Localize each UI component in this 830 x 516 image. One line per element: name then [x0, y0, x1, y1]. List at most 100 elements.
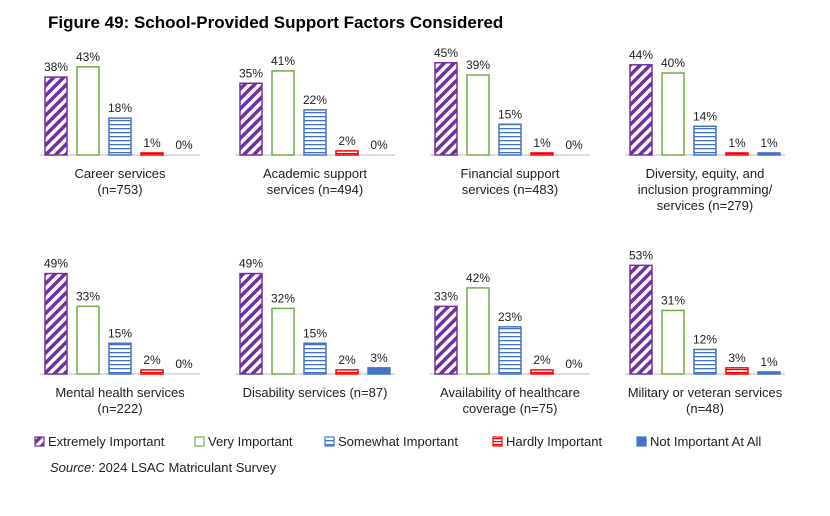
bar — [661, 72, 685, 156]
panel-title: Military or veteran services — [628, 385, 783, 400]
bar — [303, 342, 327, 375]
panel-title: services (n=279) — [657, 198, 753, 213]
value-label: 53% — [629, 248, 653, 262]
value-label: 42% — [466, 271, 490, 285]
source-label: Source: — [50, 460, 95, 475]
value-label: 1% — [533, 136, 551, 150]
bar — [629, 264, 653, 375]
value-label: 49% — [44, 257, 68, 271]
bar — [466, 74, 490, 156]
value-label: 0% — [175, 357, 193, 371]
bar — [108, 342, 132, 375]
value-label: 0% — [565, 357, 583, 371]
value-label: 3% — [370, 351, 388, 365]
value-label: 18% — [108, 101, 132, 115]
value-label: 1% — [760, 355, 778, 369]
value-label: 12% — [693, 332, 717, 346]
bar — [757, 152, 781, 156]
value-label: 32% — [271, 291, 295, 305]
value-label: 38% — [44, 60, 68, 74]
bar — [140, 369, 164, 375]
legend-swatch — [636, 436, 647, 447]
value-label: 39% — [466, 58, 490, 72]
value-label: 23% — [498, 310, 522, 324]
value-label: 22% — [303, 93, 327, 107]
bar — [76, 305, 100, 375]
bar — [498, 326, 522, 375]
legend-swatch — [194, 436, 205, 447]
panel-title: coverage (n=75) — [462, 401, 557, 416]
value-label: 2% — [338, 134, 356, 148]
bar — [271, 307, 295, 375]
legend-swatch — [492, 436, 503, 447]
source-text: 2024 LSAC Matriculant Survey — [98, 460, 276, 475]
value-label: 15% — [108, 326, 132, 340]
panel-title: services (n=494) — [267, 182, 363, 197]
legend-swatch — [34, 436, 45, 447]
value-label: 15% — [498, 107, 522, 121]
value-label: 49% — [239, 257, 263, 271]
bar — [661, 309, 685, 375]
value-label: 33% — [76, 289, 100, 303]
value-label: 45% — [434, 46, 458, 60]
legend-label: Not Important At All — [650, 434, 761, 449]
value-label: 33% — [434, 289, 458, 303]
bar — [757, 371, 781, 375]
value-label: 3% — [728, 351, 746, 365]
bar — [530, 152, 554, 156]
panel-title: (n=753) — [97, 182, 142, 197]
value-label: 43% — [76, 50, 100, 64]
value-label: 15% — [303, 326, 327, 340]
legend-label: Very Important — [208, 434, 293, 449]
bar — [367, 367, 391, 375]
bar — [44, 76, 68, 156]
value-label: 44% — [629, 48, 653, 62]
bar — [335, 369, 359, 375]
value-label: 2% — [143, 353, 161, 367]
legend-label: Somewhat Important — [338, 434, 458, 449]
panel-title: inclusion programming/ — [638, 182, 773, 197]
panel-title: Mental health services — [55, 385, 185, 400]
legend-label: Hardly Important — [506, 434, 602, 449]
source: Source: 2024 LSAC Matriculant Survey — [50, 460, 277, 475]
bar — [498, 123, 522, 156]
panel-title: (n=222) — [97, 401, 142, 416]
bar — [629, 64, 653, 156]
value-label: 2% — [533, 353, 551, 367]
bar — [530, 369, 554, 375]
panel: 53% 31% 12% 3% 1% Military or veteran service… — [625, 248, 785, 416]
value-label: 1% — [143, 136, 161, 150]
bar — [239, 82, 263, 156]
value-label: 0% — [175, 138, 193, 152]
legend-swatch — [324, 436, 335, 447]
panel: 33% 42% 23% 2% 0% Availability of healthcarec… — [430, 271, 590, 416]
panel-title: Availability of healthcare — [440, 385, 580, 400]
bar — [335, 150, 359, 156]
panel-title: services (n=483) — [462, 182, 558, 197]
bar — [239, 272, 263, 375]
bar — [693, 348, 717, 375]
panel-title: Career services — [74, 166, 166, 181]
value-label: 40% — [661, 56, 685, 70]
panel: 49% 32% 15% 2% 3% Disability services (n=87) — [235, 257, 395, 400]
panel-title: Academic support — [263, 166, 367, 181]
bar — [434, 62, 458, 156]
bar — [434, 305, 458, 375]
panel: 44% 40% 14% 1% 1% Diversity, equity, andinclu… — [625, 48, 785, 213]
bar — [693, 125, 717, 156]
panel-title: Diversity, equity, and — [646, 166, 765, 181]
bar — [466, 287, 490, 375]
value-label: 1% — [760, 136, 778, 150]
value-label: 35% — [239, 66, 263, 80]
panel-title: Disability services (n=87) — [243, 385, 388, 400]
legend-label: Extremely Important — [48, 434, 165, 449]
bar — [108, 117, 132, 156]
panel: 49% 33% 15% 2% 0% Mental health services(n=22… — [40, 257, 200, 416]
value-label: 1% — [728, 136, 746, 150]
bar — [44, 272, 68, 375]
value-label: 2% — [338, 353, 356, 367]
bar — [271, 70, 295, 156]
bar — [725, 152, 749, 156]
